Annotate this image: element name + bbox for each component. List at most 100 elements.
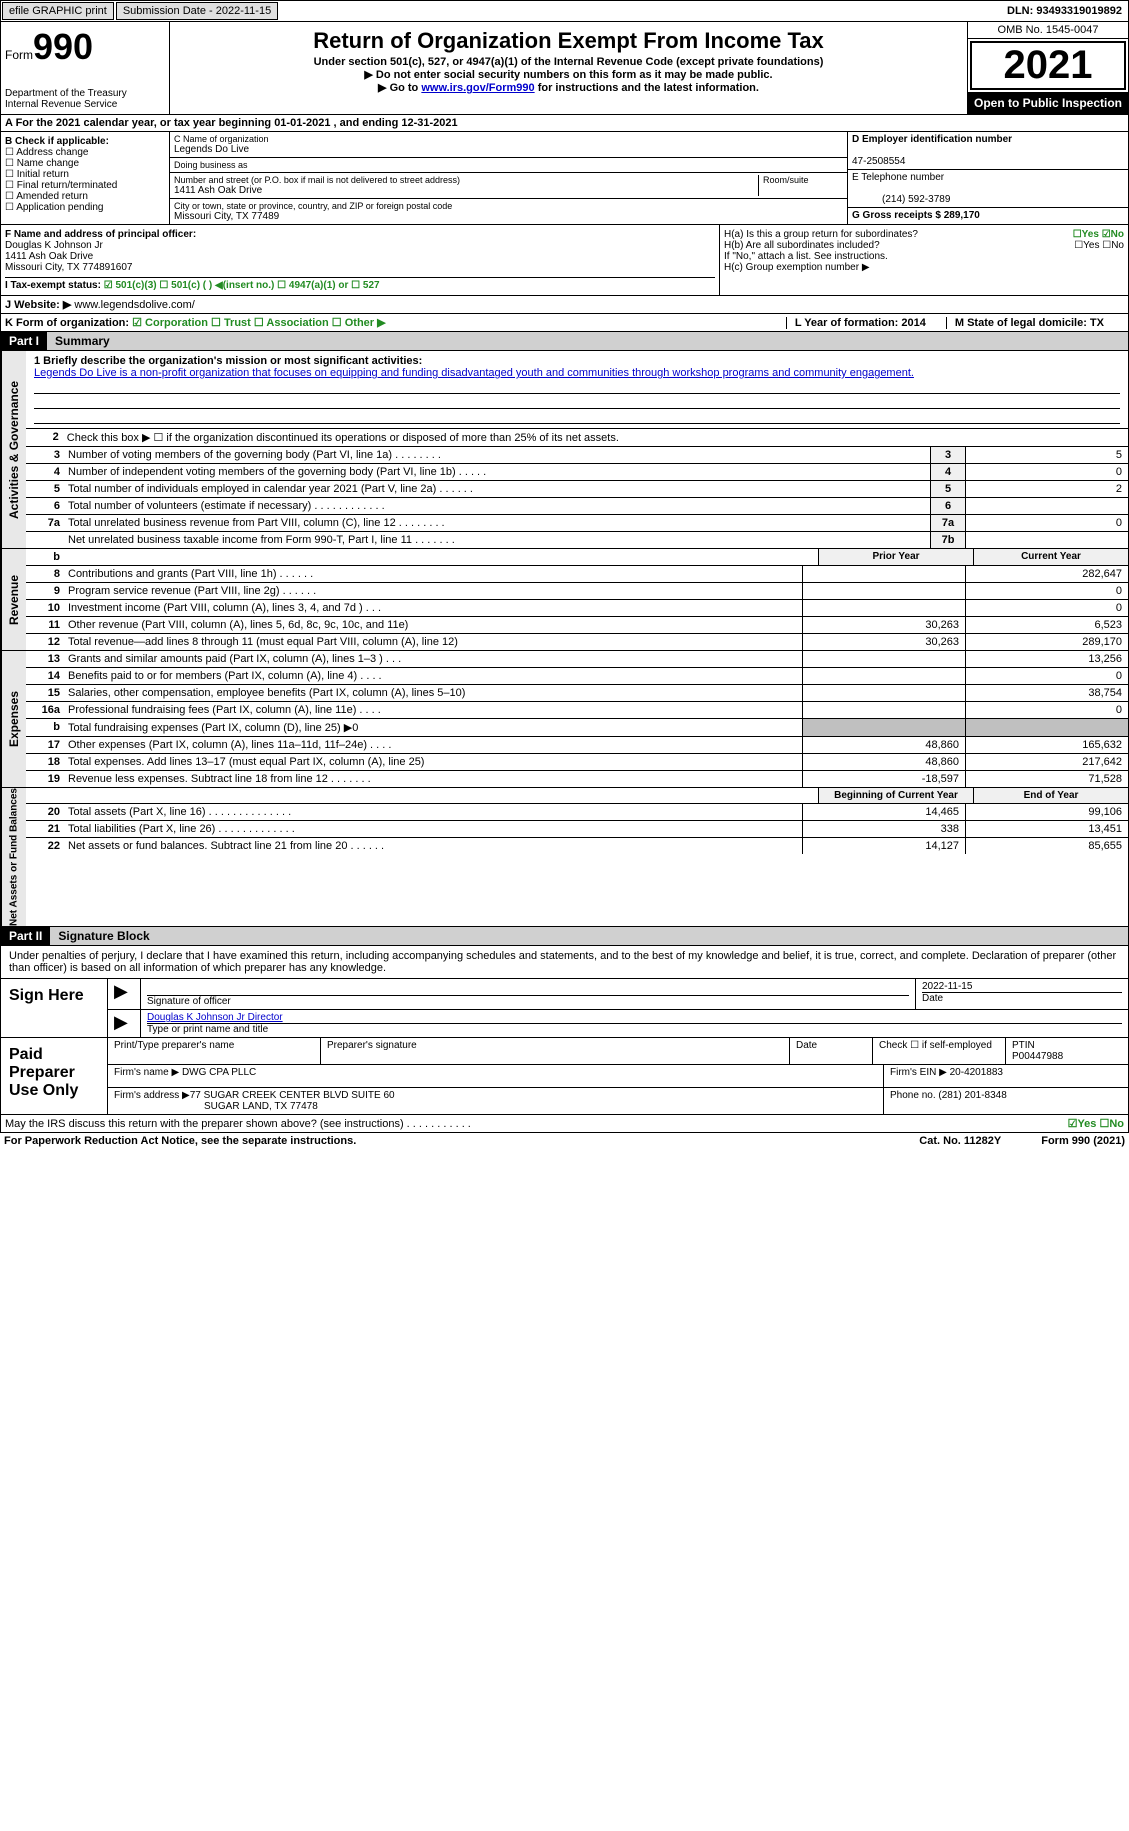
summary-line: 14Benefits paid to or for members (Part … bbox=[26, 668, 1128, 685]
activities-block: Activities & Governance 1 Briefly descri… bbox=[0, 351, 1129, 549]
col-b-label: B Check if applicable: bbox=[5, 136, 109, 147]
signature-block: Under penalties of perjury, I declare th… bbox=[0, 946, 1129, 1115]
dba-label: Doing business as bbox=[174, 160, 843, 170]
summary-line: 10Investment income (Part VIII, column (… bbox=[26, 600, 1128, 617]
summary-line: 20Total assets (Part X, line 16) . . . .… bbox=[26, 804, 1128, 821]
net-header-row: Beginning of Current Year End of Year bbox=[26, 788, 1128, 804]
row-j: J Website: ▶ www.legendsdolive.com/ bbox=[0, 296, 1129, 314]
summary-line: Net unrelated business taxable income fr… bbox=[26, 532, 1128, 548]
header-right: OMB No. 1545-0047 2021 Open to Public In… bbox=[967, 22, 1128, 114]
hb-note: If "No," attach a list. See instructions… bbox=[724, 251, 1124, 262]
form-label: Form bbox=[5, 48, 33, 62]
part1-label: Part I bbox=[1, 332, 47, 350]
header-left: Form990 Department of the Treasury Inter… bbox=[1, 22, 170, 114]
hb-answer: ☐Yes ☐No bbox=[1074, 240, 1124, 251]
f-label: F Name and address of principal officer: bbox=[5, 229, 196, 240]
mission-text[interactable]: Legends Do Live is a non-profit organiza… bbox=[34, 367, 914, 379]
summary-line: 17Other expenses (Part IX, column (A), l… bbox=[26, 737, 1128, 754]
part2-label: Part II bbox=[1, 927, 50, 945]
netassets-block: Net Assets or Fund Balances Beginning of… bbox=[0, 788, 1129, 927]
org-name: Legends Do Live bbox=[174, 144, 843, 155]
firm-ein-label: Firm's EIN ▶ bbox=[890, 1067, 947, 1078]
column-b: B Check if applicable: ☐ Address change … bbox=[1, 132, 170, 224]
addr-label: Number and street (or P.O. box if mail i… bbox=[174, 175, 754, 185]
phone-label: E Telephone number bbox=[852, 172, 944, 183]
part1-header-row: Part I Summary bbox=[0, 332, 1129, 351]
end-year-header: End of Year bbox=[973, 788, 1128, 803]
omb-number: OMB No. 1545-0047 bbox=[968, 22, 1128, 39]
m-label: M State of legal domicile: TX bbox=[955, 317, 1104, 329]
ptin-label: PTIN bbox=[1012, 1040, 1035, 1051]
column-h: H(a) Is this a group return for subordin… bbox=[720, 225, 1128, 295]
discuss-answer: ☑Yes ☐No bbox=[1068, 1117, 1124, 1130]
ein-value: 47-2508554 bbox=[852, 156, 905, 167]
firm-name-label: Firm's name ▶ bbox=[114, 1067, 179, 1078]
open-to-public: Open to Public Inspection bbox=[968, 92, 1128, 114]
check-self-employed: Check ☐ if self-employed bbox=[873, 1038, 1006, 1064]
chk-amended-return[interactable]: ☐ Amended return bbox=[5, 191, 165, 202]
summary-line: 15Salaries, other compensation, employee… bbox=[26, 685, 1128, 702]
paperwork-notice: For Paperwork Reduction Act Notice, see … bbox=[4, 1135, 356, 1147]
tax-exempt-opts: ☑ 501(c)(3) ☐ 501(c) ( ) ◀(insert no.) ☐… bbox=[104, 280, 380, 291]
chk-name-change[interactable]: ☐ Name change bbox=[5, 158, 165, 169]
declaration-text: Under penalties of perjury, I declare th… bbox=[1, 946, 1128, 978]
paid-preparer-label: Paid Preparer Use Only bbox=[1, 1038, 108, 1114]
ptin-value: P00447988 bbox=[1012, 1051, 1063, 1062]
summary-line: 13Grants and similar amounts paid (Part … bbox=[26, 651, 1128, 668]
gross-receipts: G Gross receipts $ 289,170 bbox=[852, 210, 980, 221]
expenses-block: Expenses 13Grants and similar amounts pa… bbox=[0, 651, 1129, 788]
discuss-label: May the IRS discuss this return with the… bbox=[5, 1118, 471, 1130]
prep-sig-label: Preparer's signature bbox=[321, 1038, 790, 1064]
chk-final-return[interactable]: ☐ Final return/terminated bbox=[5, 180, 165, 191]
type-name-label: Type or print name and title bbox=[147, 1024, 268, 1035]
mission-label: 1 Briefly describe the organization's mi… bbox=[34, 355, 422, 367]
firm-addr-label: Firm's address ▶ bbox=[114, 1090, 190, 1101]
officer-addr2: Missouri City, TX 774891607 bbox=[5, 262, 132, 273]
footer-row: For Paperwork Reduction Act Notice, see … bbox=[0, 1133, 1129, 1149]
side-netassets: Net Assets or Fund Balances bbox=[1, 788, 26, 926]
summary-line: 2Check this box ▶ ☐ if the organization … bbox=[26, 429, 1128, 447]
form-subtitle: Under section 501(c), 527, or 4947(a)(1)… bbox=[174, 56, 963, 68]
header-middle: Return of Organization Exempt From Incom… bbox=[170, 22, 967, 114]
column-f: F Name and address of principal officer:… bbox=[1, 225, 720, 295]
summary-line: 19Revenue less expenses. Subtract line 1… bbox=[26, 771, 1128, 787]
hb-label: H(b) Are all subordinates included? bbox=[724, 240, 880, 251]
irs-link[interactable]: www.irs.gov/Form990 bbox=[421, 82, 534, 94]
ha-label: H(a) Is this a group return for subordin… bbox=[724, 229, 918, 240]
officer-name: Douglas K Johnson Jr bbox=[5, 240, 103, 251]
chk-application-pending[interactable]: ☐ Application pending bbox=[5, 202, 165, 213]
cat-no: Cat. No. 11282Y bbox=[919, 1135, 1001, 1147]
summary-line: 8Contributions and grants (Part VIII, li… bbox=[26, 566, 1128, 583]
firm-phone-label: Phone no. bbox=[890, 1090, 936, 1101]
officer-name-title[interactable]: Douglas K Johnson Jr Director bbox=[147, 1012, 283, 1023]
summary-line: bTotal fundraising expenses (Part IX, co… bbox=[26, 719, 1128, 737]
officer-addr1: 1411 Ash Oak Drive bbox=[5, 251, 93, 262]
side-expenses: Expenses bbox=[1, 651, 26, 787]
website-label: J Website: ▶ bbox=[5, 298, 71, 311]
revenue-block: Revenue b Prior Year Current Year 8Contr… bbox=[0, 549, 1129, 651]
chk-address-change[interactable]: ☐ Address change bbox=[5, 147, 165, 158]
submission-date-button[interactable]: Submission Date - 2022-11-15 bbox=[116, 2, 278, 20]
row-a-calendar-year: A For the 2021 calendar year, or tax yea… bbox=[0, 114, 1129, 132]
part1-title: Summary bbox=[47, 332, 1128, 350]
ha-answer: ☐Yes ☑No bbox=[1073, 229, 1124, 240]
sig-officer-label: Signature of officer bbox=[147, 996, 231, 1007]
addr-value: 1411 Ash Oak Drive bbox=[174, 185, 754, 196]
form-number: 990 bbox=[33, 26, 93, 67]
form-footer: Form 990 (2021) bbox=[1041, 1135, 1125, 1147]
firm-name: DWG CPA PLLC bbox=[182, 1067, 256, 1078]
side-revenue: Revenue bbox=[1, 549, 26, 650]
top-bar: efile GRAPHIC print Submission Date - 20… bbox=[0, 0, 1129, 22]
rev-header-row: b Prior Year Current Year bbox=[26, 549, 1128, 566]
firm-addr2: SUGAR LAND, TX 77478 bbox=[114, 1101, 318, 1112]
chk-initial-return[interactable]: ☐ Initial return bbox=[5, 169, 165, 180]
ein-label: D Employer identification number bbox=[852, 134, 1012, 145]
firm-addr1: 77 SUGAR CREEK CENTER BLVD SUITE 60 bbox=[190, 1090, 395, 1101]
summary-line: 21Total liabilities (Part X, line 26) . … bbox=[26, 821, 1128, 838]
column-c: C Name of organization Legends Do Live D… bbox=[170, 132, 848, 224]
efile-print-button[interactable]: efile GRAPHIC print bbox=[2, 2, 114, 20]
prep-date-label: Date bbox=[790, 1038, 873, 1064]
city-label: City or town, state or province, country… bbox=[174, 201, 843, 211]
prep-name-label: Print/Type preparer's name bbox=[108, 1038, 321, 1064]
summary-line: 18Total expenses. Add lines 13–17 (must … bbox=[26, 754, 1128, 771]
